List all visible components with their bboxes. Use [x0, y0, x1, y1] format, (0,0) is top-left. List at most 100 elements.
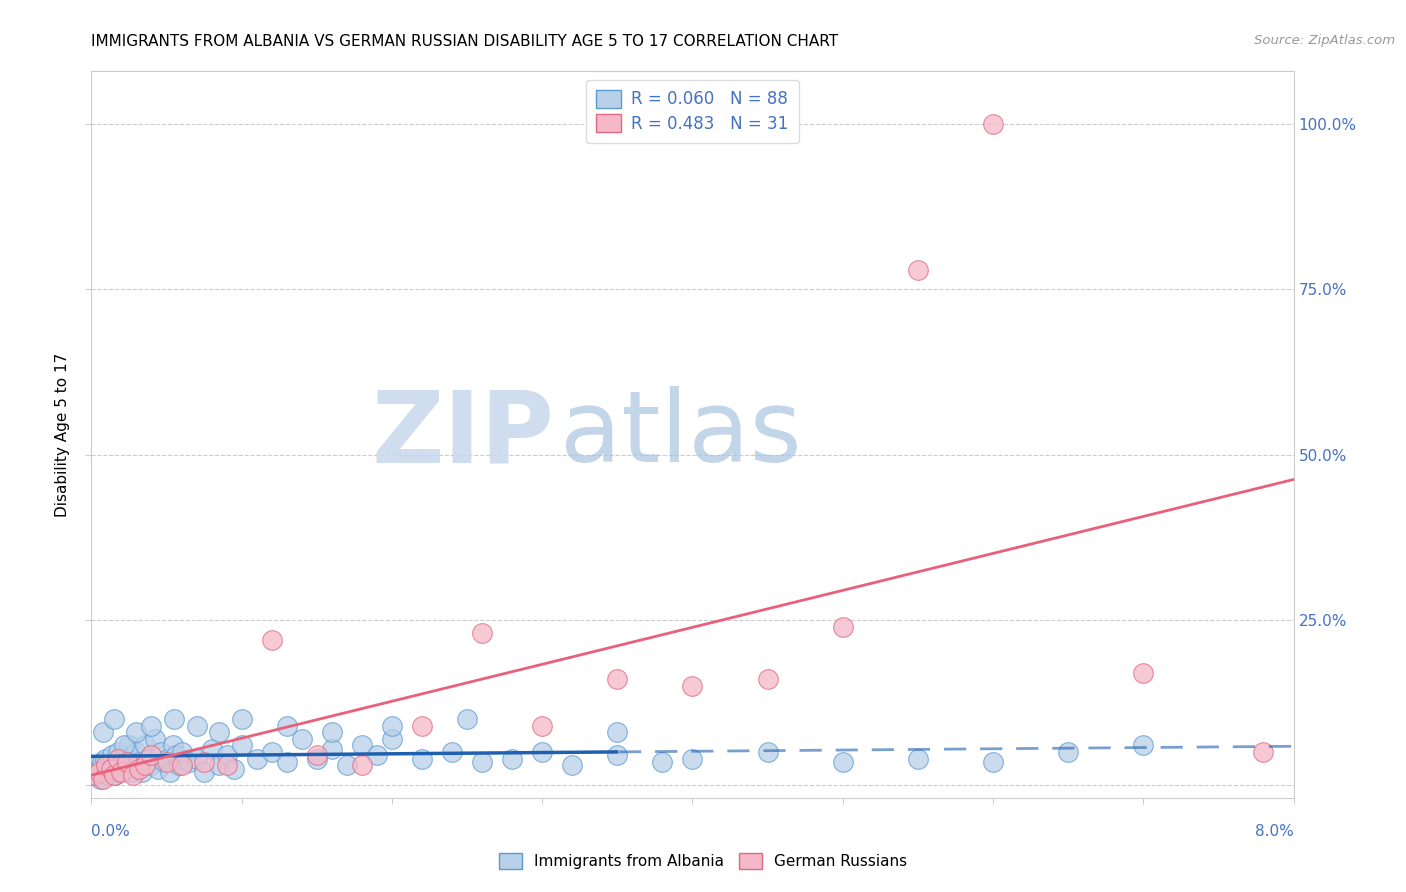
Point — [104, 768, 127, 782]
Point — [177, 755, 200, 769]
Point — [291, 731, 314, 746]
Point — [208, 725, 231, 739]
Point — [122, 768, 145, 782]
Point — [141, 719, 163, 733]
Point — [681, 679, 703, 693]
Point — [103, 758, 125, 772]
Point — [83, 768, 105, 782]
Point — [125, 745, 148, 759]
Point — [681, 752, 703, 766]
Point — [606, 748, 628, 763]
Point — [93, 725, 115, 739]
Point — [381, 719, 404, 733]
Point — [201, 741, 224, 756]
Point — [89, 772, 111, 786]
Point — [170, 745, 193, 759]
Point — [471, 626, 494, 640]
Point — [107, 745, 129, 759]
Point — [305, 752, 328, 766]
Point — [321, 741, 343, 756]
Point — [350, 758, 373, 772]
Text: 0.0%: 0.0% — [91, 824, 131, 838]
Point — [531, 719, 554, 733]
Point — [411, 719, 433, 733]
Point — [117, 755, 139, 769]
Point — [94, 752, 117, 766]
Point — [97, 768, 120, 782]
Point — [141, 748, 163, 763]
Point — [305, 748, 328, 763]
Point — [350, 739, 373, 753]
Point — [193, 764, 215, 779]
Point — [231, 712, 253, 726]
Point — [651, 755, 673, 769]
Point — [118, 739, 141, 753]
Point — [121, 764, 143, 779]
Point — [215, 748, 238, 763]
Point — [143, 731, 166, 746]
Point — [186, 719, 208, 733]
Point — [122, 748, 145, 763]
Point — [501, 752, 523, 766]
Point — [152, 755, 174, 769]
Point — [134, 758, 156, 772]
Point — [1253, 745, 1275, 759]
Point — [141, 758, 163, 772]
Point — [981, 755, 1004, 769]
Point — [260, 745, 283, 759]
Point — [114, 752, 136, 766]
Legend: Immigrants from Albania, German Russians: Immigrants from Albania, German Russians — [492, 847, 914, 875]
Point — [101, 748, 124, 763]
Text: atlas: atlas — [560, 386, 801, 483]
Point — [381, 731, 404, 746]
Point — [208, 758, 231, 772]
Point — [149, 745, 172, 759]
Point — [107, 752, 129, 766]
Legend: R = 0.060   N = 88, R = 0.483   N = 31: R = 0.060 N = 88, R = 0.483 N = 31 — [586, 79, 799, 143]
Point — [1057, 745, 1080, 759]
Point — [531, 745, 554, 759]
Point — [100, 762, 122, 776]
Point — [155, 755, 177, 769]
Point — [561, 758, 583, 772]
Point — [138, 752, 160, 766]
Point — [87, 762, 110, 776]
Point — [756, 745, 779, 759]
Point — [162, 739, 184, 753]
Point — [96, 758, 118, 772]
Point — [155, 752, 177, 766]
Point — [471, 755, 494, 769]
Point — [98, 758, 121, 772]
Point — [606, 725, 628, 739]
Point — [110, 755, 132, 769]
Point — [276, 719, 298, 733]
Point — [411, 752, 433, 766]
Point — [103, 712, 125, 726]
Y-axis label: Disability Age 5 to 17: Disability Age 5 to 17 — [55, 352, 70, 517]
Point — [1132, 665, 1154, 680]
Point — [260, 632, 283, 647]
Point — [215, 758, 238, 772]
Point — [231, 739, 253, 753]
Text: IMMIGRANTS FROM ALBANIA VS GERMAN RUSSIAN DISABILITY AGE 5 TO 17 CORRELATION CHA: IMMIGRANTS FROM ALBANIA VS GERMAN RUSSIA… — [91, 34, 838, 49]
Point — [163, 712, 186, 726]
Point — [186, 752, 208, 766]
Point — [146, 762, 169, 776]
Point — [93, 764, 115, 779]
Point — [321, 725, 343, 739]
Point — [128, 762, 150, 776]
Point — [167, 758, 190, 772]
Point — [246, 752, 269, 766]
Point — [456, 712, 478, 726]
Point — [165, 748, 187, 763]
Point — [224, 762, 246, 776]
Point — [90, 755, 112, 769]
Point — [276, 755, 298, 769]
Point — [114, 739, 136, 753]
Point — [907, 752, 929, 766]
Text: 8.0%: 8.0% — [1254, 824, 1294, 838]
Point — [831, 755, 853, 769]
Point — [93, 772, 115, 786]
Point — [103, 768, 125, 782]
Point — [440, 745, 463, 759]
